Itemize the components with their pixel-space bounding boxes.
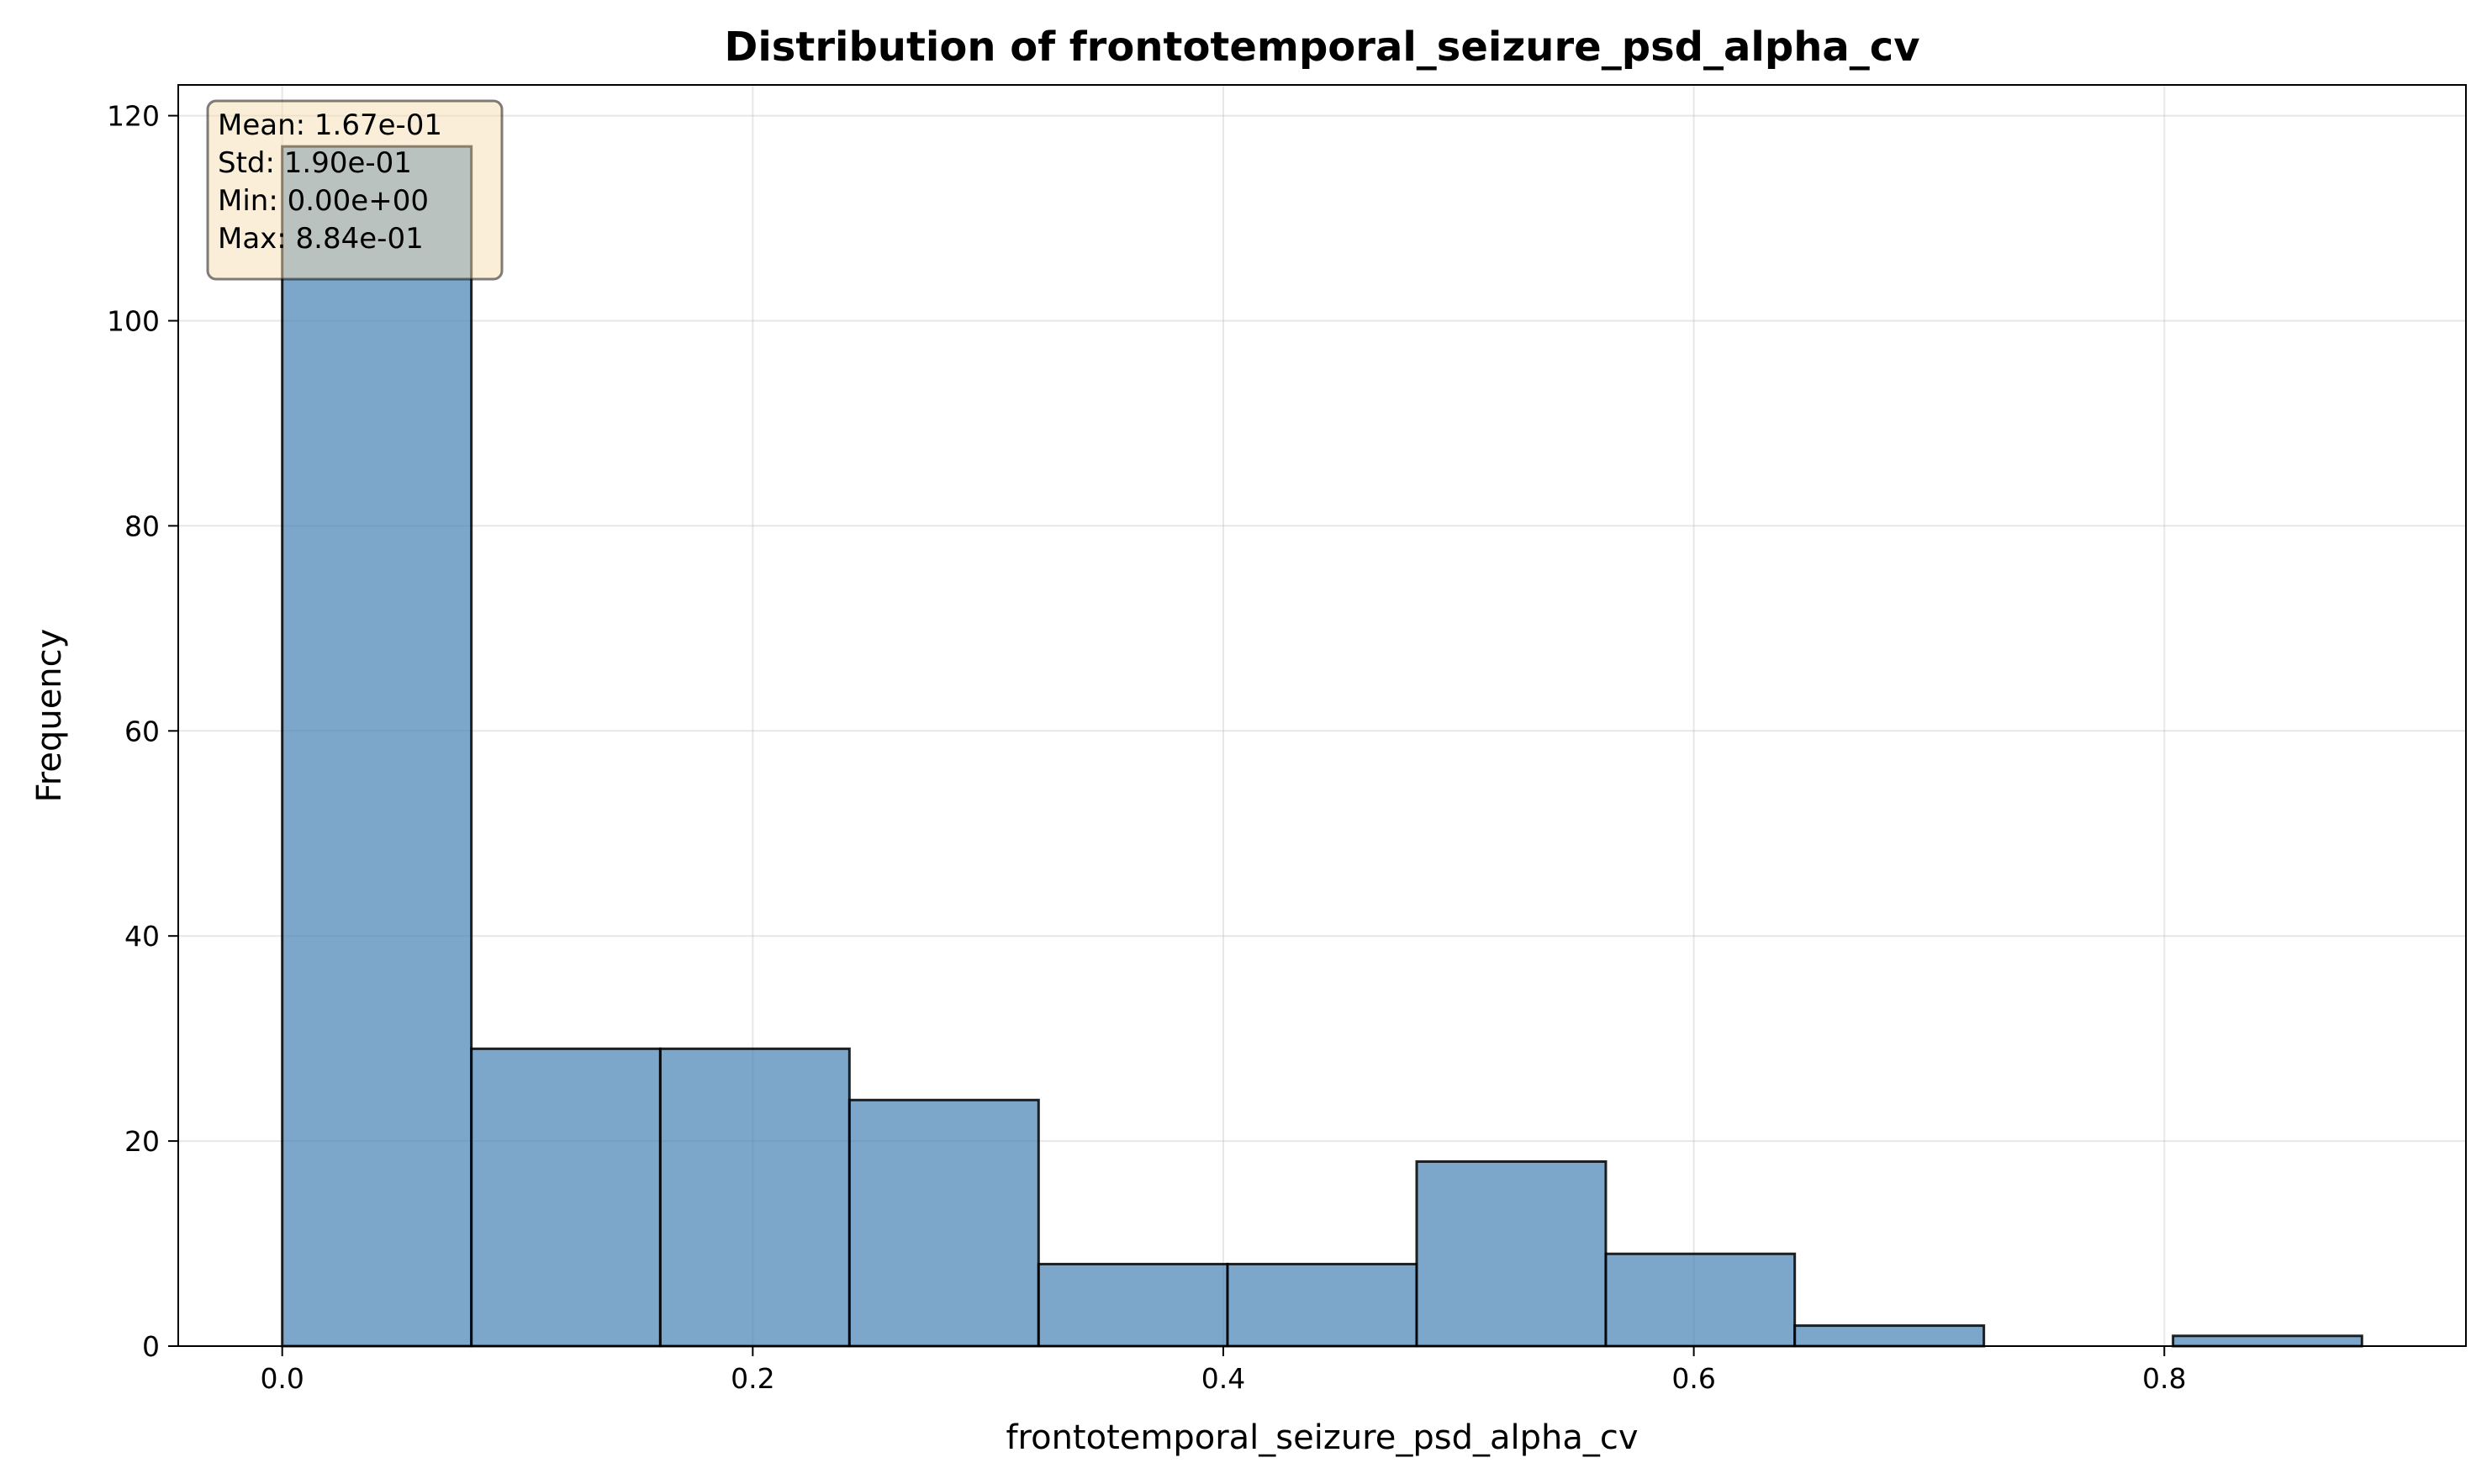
x-tick-label: 0.2 [731, 1362, 774, 1395]
histogram-bar [1415, 1159, 1608, 1348]
histogram-bar [658, 1047, 851, 1348]
histogram-bar [847, 1098, 1040, 1348]
x-axis-ticks: 0.0 0.2 0.4 0.6 0.8 [260, 1346, 2187, 1395]
stats-box-background [206, 99, 504, 281]
histogram-bar [1226, 1262, 1418, 1348]
y-tick-label: 60 [124, 715, 160, 747]
x-tick-label: 0.6 [1671, 1362, 1715, 1395]
y-tick-label: 40 [124, 920, 160, 953]
stats-box: Mean: 1.67e-01 Std: 1.90e-01 Min: 0.00e+00… [206, 99, 504, 281]
y-tick-label: 100 [107, 304, 160, 337]
histogram-bar [1604, 1252, 1797, 1348]
x-tick-label: 0.0 [260, 1362, 304, 1395]
y-tick-label: 120 [107, 100, 160, 133]
histogram-bars [281, 145, 2363, 1348]
histogram-bar [470, 1047, 662, 1348]
stats-line: Min: 0.00e+00 [218, 184, 429, 218]
stats-line: Mean: 1.67e-01 [218, 108, 442, 142]
x-axis-label: frontotemporal_seizure_psd_alpha_cv [1006, 1418, 1638, 1457]
x-tick-label: 0.8 [2142, 1362, 2186, 1395]
x-tick-label: 0.4 [1201, 1362, 1245, 1395]
histogram-bar [281, 145, 473, 1348]
histogram-bar [1793, 1324, 1986, 1348]
chart-title: Distribution of frontotemporal_seizure_p… [725, 24, 1920, 71]
stats-line: Max: 8.84e-01 [218, 222, 424, 256]
grid-lines [178, 85, 2466, 1347]
y-axis-label: Frequency [30, 629, 69, 803]
plot-frame [177, 84, 2467, 1347]
y-tick-label: 0 [142, 1330, 160, 1363]
y-tick-label: 80 [124, 510, 160, 542]
histogram-bar [1037, 1262, 1229, 1348]
y-tick-label: 20 [124, 1125, 160, 1158]
stats-line: Std: 1.90e-01 [218, 146, 412, 180]
histogram-bar [2172, 1334, 2363, 1348]
y-axis-ticks: 0 20 40 60 80 100 120 [107, 100, 178, 1363]
